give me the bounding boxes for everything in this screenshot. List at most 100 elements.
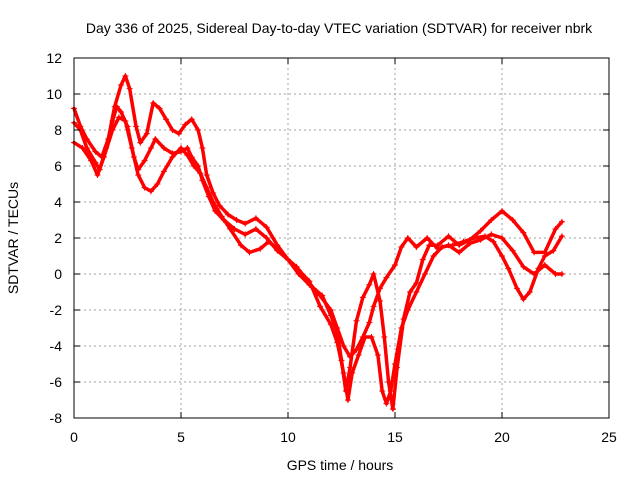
data-point-run <box>110 115 121 132</box>
data-point-run <box>528 266 541 294</box>
data-point-run <box>204 173 215 195</box>
data-point-run <box>243 227 258 237</box>
data-point-run <box>341 344 352 359</box>
data-point-run <box>130 146 140 177</box>
data-point-run <box>177 122 188 136</box>
data-point-run <box>85 146 98 165</box>
y-tick-label: 6 <box>54 158 62 174</box>
chart-title: Day 336 of 2025, Sidereal Day-to-day VTE… <box>86 20 593 36</box>
data-point-run <box>189 117 200 132</box>
data-point-run <box>145 101 155 136</box>
y-tick-label: 2 <box>54 230 62 246</box>
data-point-run <box>376 353 384 393</box>
data-point-run <box>329 322 339 345</box>
data-point-run <box>102 128 115 159</box>
data-point-run <box>219 214 232 231</box>
data-point-run <box>510 248 526 269</box>
data-point-run <box>478 218 494 233</box>
data-point-run <box>162 155 175 174</box>
data-point-run <box>472 234 487 240</box>
data-point-run <box>461 236 476 244</box>
data-point-run <box>232 227 247 237</box>
x-axis-label: GPS time / hours <box>287 457 394 473</box>
data-point-run <box>211 200 224 219</box>
data-point-run <box>393 326 404 366</box>
data-point-run <box>200 146 209 177</box>
x-tick-label: 10 <box>280 429 296 445</box>
data-point-run <box>204 185 215 204</box>
axis-ticks: 0 5 10 15 20 25 -8 -6 -4 -2 0 2 4 6 8 10 12 <box>46 50 617 445</box>
data-point-run <box>406 290 419 312</box>
data-point-run <box>329 313 339 334</box>
data-point-run <box>286 257 301 273</box>
data-point-run <box>543 263 558 276</box>
data-point-run <box>123 74 132 91</box>
data-point-run <box>72 106 83 129</box>
data-point-run <box>157 106 168 121</box>
data-point-run <box>106 104 117 141</box>
series-trace-3 <box>71 114 565 407</box>
data-point-run <box>468 238 483 246</box>
data-point-run <box>431 245 444 258</box>
data-point-run <box>408 281 419 294</box>
data-point-run <box>384 263 397 280</box>
data-point-run <box>361 320 372 339</box>
data-point-run <box>142 146 153 163</box>
data-point-run <box>378 275 389 291</box>
data-point-run <box>211 191 222 208</box>
data-point-run <box>247 247 262 255</box>
data-point-run <box>80 146 93 163</box>
data-point-run <box>399 236 410 249</box>
data-point-run <box>489 232 504 240</box>
data-point-run <box>189 155 200 168</box>
data-point-run <box>78 128 89 150</box>
data-point-run <box>258 239 271 251</box>
data-point-run <box>138 131 149 145</box>
data-point-run <box>95 155 106 177</box>
data-point-run <box>414 272 427 294</box>
data-point-run <box>318 304 333 327</box>
data-point-run <box>543 227 558 255</box>
data-point-run <box>354 295 365 323</box>
y-tick-label: 10 <box>46 86 62 102</box>
data-point-run <box>198 171 209 190</box>
data-point-run <box>440 243 455 249</box>
data-point-run <box>239 243 252 255</box>
data-point-run <box>89 158 100 177</box>
data-point-run <box>425 236 440 251</box>
data-point-run <box>361 283 372 300</box>
data-point-run <box>350 353 361 375</box>
data-point-run <box>134 124 143 145</box>
data-point-run <box>553 220 564 231</box>
data-point-run <box>500 236 515 253</box>
y-tick-label: -6 <box>50 374 63 390</box>
data-point-run <box>406 236 419 249</box>
data-point-run <box>112 83 123 109</box>
data-point-run <box>536 254 547 271</box>
data-point-run <box>307 279 322 309</box>
data-point-run <box>264 225 280 247</box>
data-point-run <box>296 268 312 283</box>
data-point-run <box>348 319 359 370</box>
data-point-run <box>277 248 290 262</box>
data-point-run <box>515 286 526 301</box>
data-point-run <box>228 227 243 247</box>
data-point-run <box>510 218 526 235</box>
x-tick-label: 15 <box>387 429 403 445</box>
data-point-run <box>85 137 98 154</box>
data-points <box>71 73 565 412</box>
data-point-run <box>384 389 393 406</box>
data-point-run <box>320 293 333 318</box>
data-point-run <box>356 335 367 357</box>
data-point-run <box>123 119 134 150</box>
data-point-run <box>254 216 269 229</box>
y-tick-label: -2 <box>50 302 63 318</box>
data-point-run <box>196 128 205 150</box>
data-point-run <box>414 236 429 249</box>
x-tick-label: 20 <box>494 429 510 445</box>
data-point-run <box>170 146 183 159</box>
data-point-run <box>521 265 536 276</box>
data-point-run <box>378 299 387 339</box>
